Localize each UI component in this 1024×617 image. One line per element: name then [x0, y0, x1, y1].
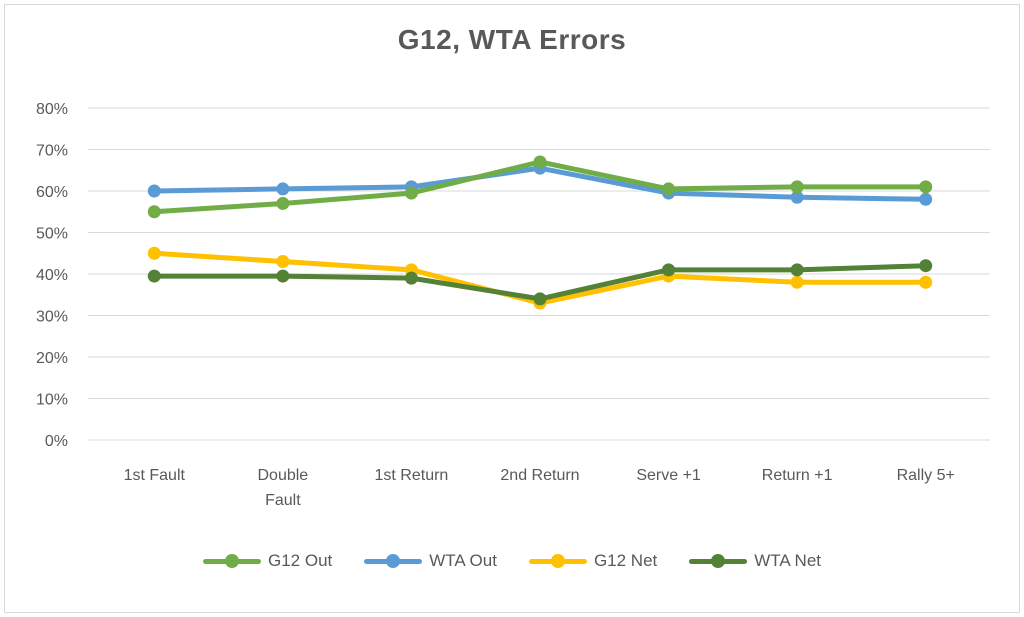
y-axis-tick-label: 70%	[36, 143, 68, 160]
data-point-marker	[147, 184, 161, 198]
legend-item-wta-net: WTA Net	[689, 551, 821, 571]
data-point-marker	[276, 182, 290, 196]
data-point-marker	[790, 263, 804, 277]
legend-marker-icon	[202, 554, 261, 568]
x-axis-category-label: 1st Return	[375, 467, 449, 484]
data-point-marker	[790, 275, 804, 289]
y-axis-tick-label: 80%	[36, 101, 68, 118]
chart-legend: G12 Out WTA Out G12 Net WTA Net	[0, 551, 1024, 571]
data-point-marker	[662, 182, 676, 196]
data-point-marker	[147, 246, 161, 260]
data-point-marker	[533, 292, 547, 306]
data-point-marker	[404, 271, 418, 285]
chart-border	[4, 4, 1020, 613]
y-axis-tick-label: 20%	[36, 350, 68, 367]
y-axis-tick-label: 60%	[36, 184, 68, 201]
legend-marker-icon	[528, 554, 587, 568]
x-axis-category-label: Double	[258, 467, 309, 484]
legend-label: G12 Net	[593, 551, 658, 570]
legend-marker-dot-icon	[550, 554, 565, 568]
y-axis-tick-label: 0%	[45, 433, 68, 450]
data-point-marker	[147, 205, 161, 219]
legend-label: WTA Net	[754, 551, 822, 570]
data-point-marker	[276, 269, 290, 283]
data-point-marker	[276, 255, 290, 269]
data-point-marker	[276, 196, 290, 210]
legend-marker-dot-icon	[711, 554, 726, 568]
x-axis-category-label: 2nd Return	[500, 467, 579, 484]
y-axis-tick-label: 30%	[36, 309, 68, 326]
y-axis-tick-label: 50%	[36, 226, 68, 243]
y-axis-tick-label: 10%	[36, 392, 68, 409]
data-point-marker	[147, 269, 161, 283]
x-axis-category-label: Serve +1	[636, 467, 701, 484]
legend-label: G12 Out	[267, 551, 333, 570]
legend-marker-icon	[689, 554, 748, 568]
legend-item-wta-out: WTA Out	[364, 551, 497, 571]
data-point-marker	[662, 263, 676, 277]
data-point-marker	[790, 180, 804, 194]
y-axis-labels: 0% 10% 20% 30% 40% 50% 60% 70% 80%	[36, 101, 68, 450]
legend-item-g12-net: G12 Net	[528, 551, 658, 571]
legend-marker-dot-icon	[386, 554, 401, 568]
data-point-marker	[919, 275, 933, 289]
legend-marker-dot-icon	[224, 554, 239, 568]
x-axis-category-label: Fault	[265, 492, 301, 509]
x-axis-category-label: 1st Fault	[124, 467, 186, 484]
legend-label: WTA Out	[429, 551, 497, 570]
data-point-marker	[919, 192, 933, 206]
series-g12-out	[147, 155, 933, 219]
data-point-marker	[404, 186, 418, 200]
x-axis-category-label: Rally 5+	[897, 467, 955, 484]
data-point-marker	[919, 259, 933, 273]
legend-item-g12-out: G12 Out	[202, 551, 333, 571]
data-point-marker	[790, 190, 804, 204]
data-point-marker	[919, 180, 933, 194]
y-axis-tick-label: 40%	[36, 267, 68, 284]
series-wta-net	[147, 259, 933, 306]
data-point-marker	[533, 155, 547, 169]
chart-title: G12, WTA Errors	[397, 24, 627, 55]
x-axis-labels: 1st Fault Double Fault 1st Return 2nd Return…	[124, 467, 955, 509]
x-axis-category-label: Return +1	[762, 467, 833, 484]
legend-marker-icon	[364, 554, 423, 568]
